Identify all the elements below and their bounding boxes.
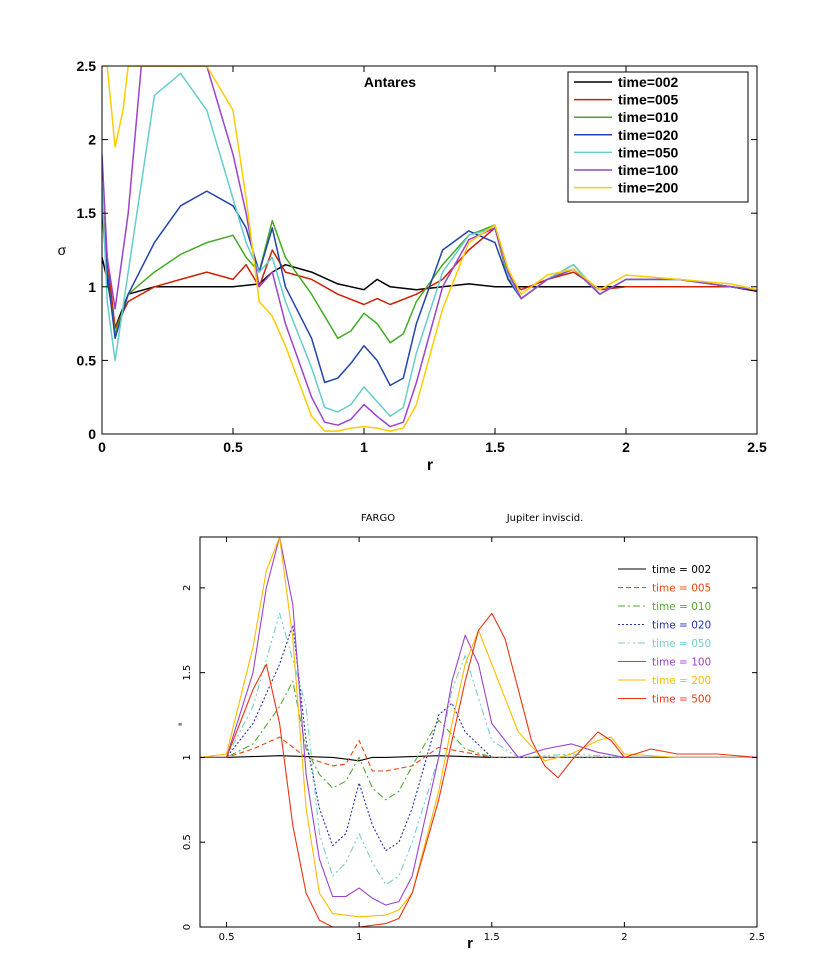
series-line-time-200 [200, 537, 757, 918]
x-tick-label: 1.5 [484, 932, 500, 943]
legend-label: time = 500 [652, 693, 711, 705]
legend-box [567, 71, 749, 203]
series-line-time-200 [102, 66, 757, 432]
y-tick-label: 2.5 [77, 58, 97, 74]
series-line-time-002 [102, 257, 757, 329]
legend-label: time=010 [618, 109, 679, 125]
legend-label: time=002 [618, 74, 679, 90]
x-tick-label: 2 [621, 932, 627, 943]
plot-frame [199, 536, 758, 928]
y-tick-label: 0.5 [182, 834, 193, 850]
fargo-chart: FARGO Jupiter inviscid. r " 0.5 1 1.5 2 2.5 0… [178, 513, 765, 952]
legend-label: time = 010 [652, 601, 711, 613]
legend-label: time=100 [618, 162, 679, 178]
legend-label: time = 100 [652, 656, 711, 668]
y-tick-label: 0 [182, 924, 193, 930]
x-tick-label: 0 [98, 439, 106, 455]
series-line-time-020 [200, 624, 757, 852]
chart-title: FARGO [361, 513, 395, 524]
legend-label: time=005 [618, 92, 679, 108]
legend-label: time = 020 [652, 619, 711, 631]
x-tick-label: 0.5 [219, 932, 235, 943]
x-axis-label: r [467, 935, 473, 952]
x-tick-label: 2.5 [747, 439, 767, 455]
legend-label: time = 050 [652, 638, 711, 650]
y-tick-label: 2 [182, 585, 193, 591]
series-group [102, 66, 757, 432]
antares-chart: Antares r σ 0 0.5 1 1.5 2 2.5 0 0.5 1 1.5 2 2.5 time… [58, 58, 767, 474]
chart-subtitle: Jupiter inviscid. [506, 513, 584, 524]
legend-label: time=200 [618, 180, 679, 196]
y-tick-label: 1 [182, 754, 193, 760]
series-line-time-100 [102, 66, 757, 428]
series-group [200, 537, 757, 927]
y-tick-label: 1 [88, 279, 96, 295]
y-tick-label: 0.5 [77, 352, 97, 368]
series-line-time-050 [200, 612, 757, 886]
y-tick-label: 2 [88, 132, 96, 148]
y-tick-label: 0 [88, 426, 96, 442]
y-tick-label: 1.5 [77, 205, 97, 221]
x-tick-label: 2 [622, 439, 630, 455]
legend-label: time=050 [618, 144, 679, 160]
series-line-time-050 [102, 72, 757, 418]
chart-title: Antares [364, 74, 416, 90]
x-tick-label: 1 [356, 932, 362, 943]
series-line-time-100 [200, 537, 757, 906]
y-tick-label: 1.5 [182, 665, 193, 681]
x-tick-label: 1.5 [485, 439, 505, 455]
x-axis-label: r [427, 457, 433, 474]
x-tick-label: 1 [360, 439, 368, 455]
legend-label: time = 200 [652, 675, 711, 687]
legend: time = 002 time = 005 time = 010 time = 020… [618, 564, 711, 705]
x-tick-label: 2.5 [749, 932, 765, 943]
legend-label: time = 005 [652, 582, 711, 594]
series-line-time-005 [102, 198, 757, 329]
series-line-time-010 [200, 680, 757, 801]
x-tick-label: 0.5 [223, 439, 243, 455]
y-axis-label: σ [58, 242, 67, 258]
legend-label: time = 002 [652, 564, 711, 576]
plot-frame [101, 65, 758, 435]
legend-label: time=020 [618, 127, 679, 143]
series-line-time-500 [200, 612, 757, 927]
y-axis-label: " [178, 722, 183, 733]
